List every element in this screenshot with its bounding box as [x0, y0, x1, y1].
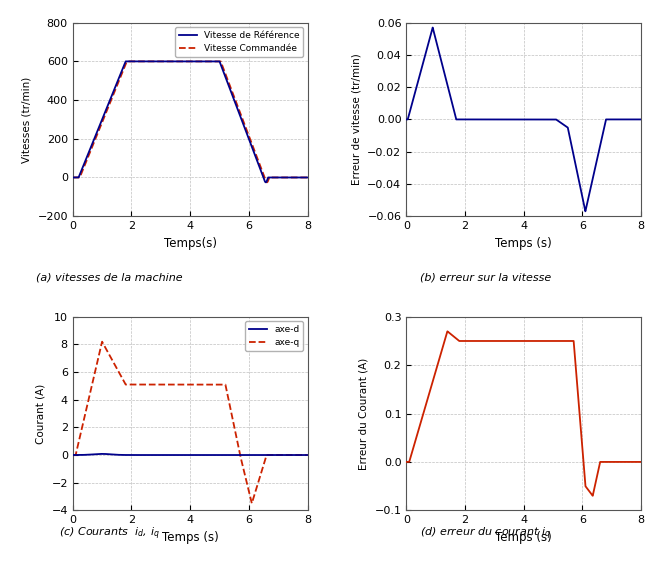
Vitesse Commandée [303, 174, 311, 181]
Y-axis label: Erreur du Courant (A): Erreur du Courant (A) [359, 357, 369, 469]
Text: (d) erreur du courant $i_q$: (d) erreur du courant $i_q$ [420, 525, 551, 541]
axe-d [69, 451, 77, 458]
X-axis label: Temps (s): Temps (s) [495, 531, 552, 544]
axe-d [208, 451, 215, 458]
axe-q [256, 475, 264, 481]
Vitesse Commandée [218, 61, 226, 68]
Y-axis label: Erreur de vitesse (tr/min): Erreur de vitesse (tr/min) [352, 53, 362, 185]
axe-q [248, 500, 256, 507]
axe-d [255, 451, 263, 458]
axe-d [218, 451, 226, 458]
Vitesse Commandée [255, 160, 263, 167]
axe-d [81, 451, 89, 458]
Vitesse Commandée [208, 58, 215, 65]
Vitesse de Référence [255, 163, 263, 170]
X-axis label: Temps (s): Temps (s) [162, 531, 219, 544]
axe-d [243, 451, 251, 458]
Vitesse de Référence [262, 179, 270, 186]
Vitesse de Référence [122, 58, 130, 65]
Vitesse de Référence [154, 58, 162, 65]
axe-q [243, 480, 251, 486]
Vitesse de Référence [243, 130, 251, 137]
Vitesse Commandée [123, 58, 131, 65]
Legend: axe-d, axe-q: axe-d, axe-q [245, 321, 303, 351]
axe-q [98, 338, 106, 345]
Vitesse Commandée [154, 58, 162, 65]
axe-q [69, 451, 77, 458]
Line: Vitesse de Référence: Vitesse de Référence [73, 61, 307, 183]
axe-d [154, 451, 162, 458]
Vitesse de Référence [218, 65, 226, 71]
axe-d [98, 451, 106, 458]
Vitesse de Référence [208, 58, 215, 65]
Line: axe-d: axe-d [73, 454, 307, 455]
axe-q [154, 381, 162, 388]
axe-q [208, 381, 215, 388]
X-axis label: Temps(s): Temps(s) [164, 236, 217, 249]
axe-q [81, 413, 89, 420]
Text: (b) erreur sur la vitesse: (b) erreur sur la vitesse [420, 273, 551, 283]
Vitesse Commandée [69, 174, 77, 181]
Vitesse Commandée [81, 162, 89, 169]
Legend: Vitesse de Référence, Vitesse Commandée: Vitesse de Référence, Vitesse Commandée [175, 27, 303, 57]
axe-d [303, 451, 311, 458]
Text: (a) vitesses de la machine: (a) vitesses de la machine [36, 273, 182, 283]
Vitesse Commandée [243, 127, 251, 134]
Line: Vitesse Commandée: Vitesse Commandée [73, 61, 307, 183]
Vitesse Commandée [263, 179, 271, 186]
Vitesse de Référence [303, 174, 311, 181]
Y-axis label: Vitesses (tr/min): Vitesses (tr/min) [22, 77, 32, 163]
Y-axis label: Courant (A): Courant (A) [36, 383, 46, 443]
Vitesse de Référence [81, 159, 89, 166]
axe-q [218, 381, 226, 388]
axe-q [303, 451, 311, 458]
Text: (c) Courants  $i_d$, $i_q$: (c) Courants $i_d$, $i_q$ [59, 525, 159, 541]
Vitesse de Référence [69, 174, 77, 181]
X-axis label: Temps (s): Temps (s) [495, 236, 552, 249]
Line: axe-q: axe-q [73, 342, 307, 503]
